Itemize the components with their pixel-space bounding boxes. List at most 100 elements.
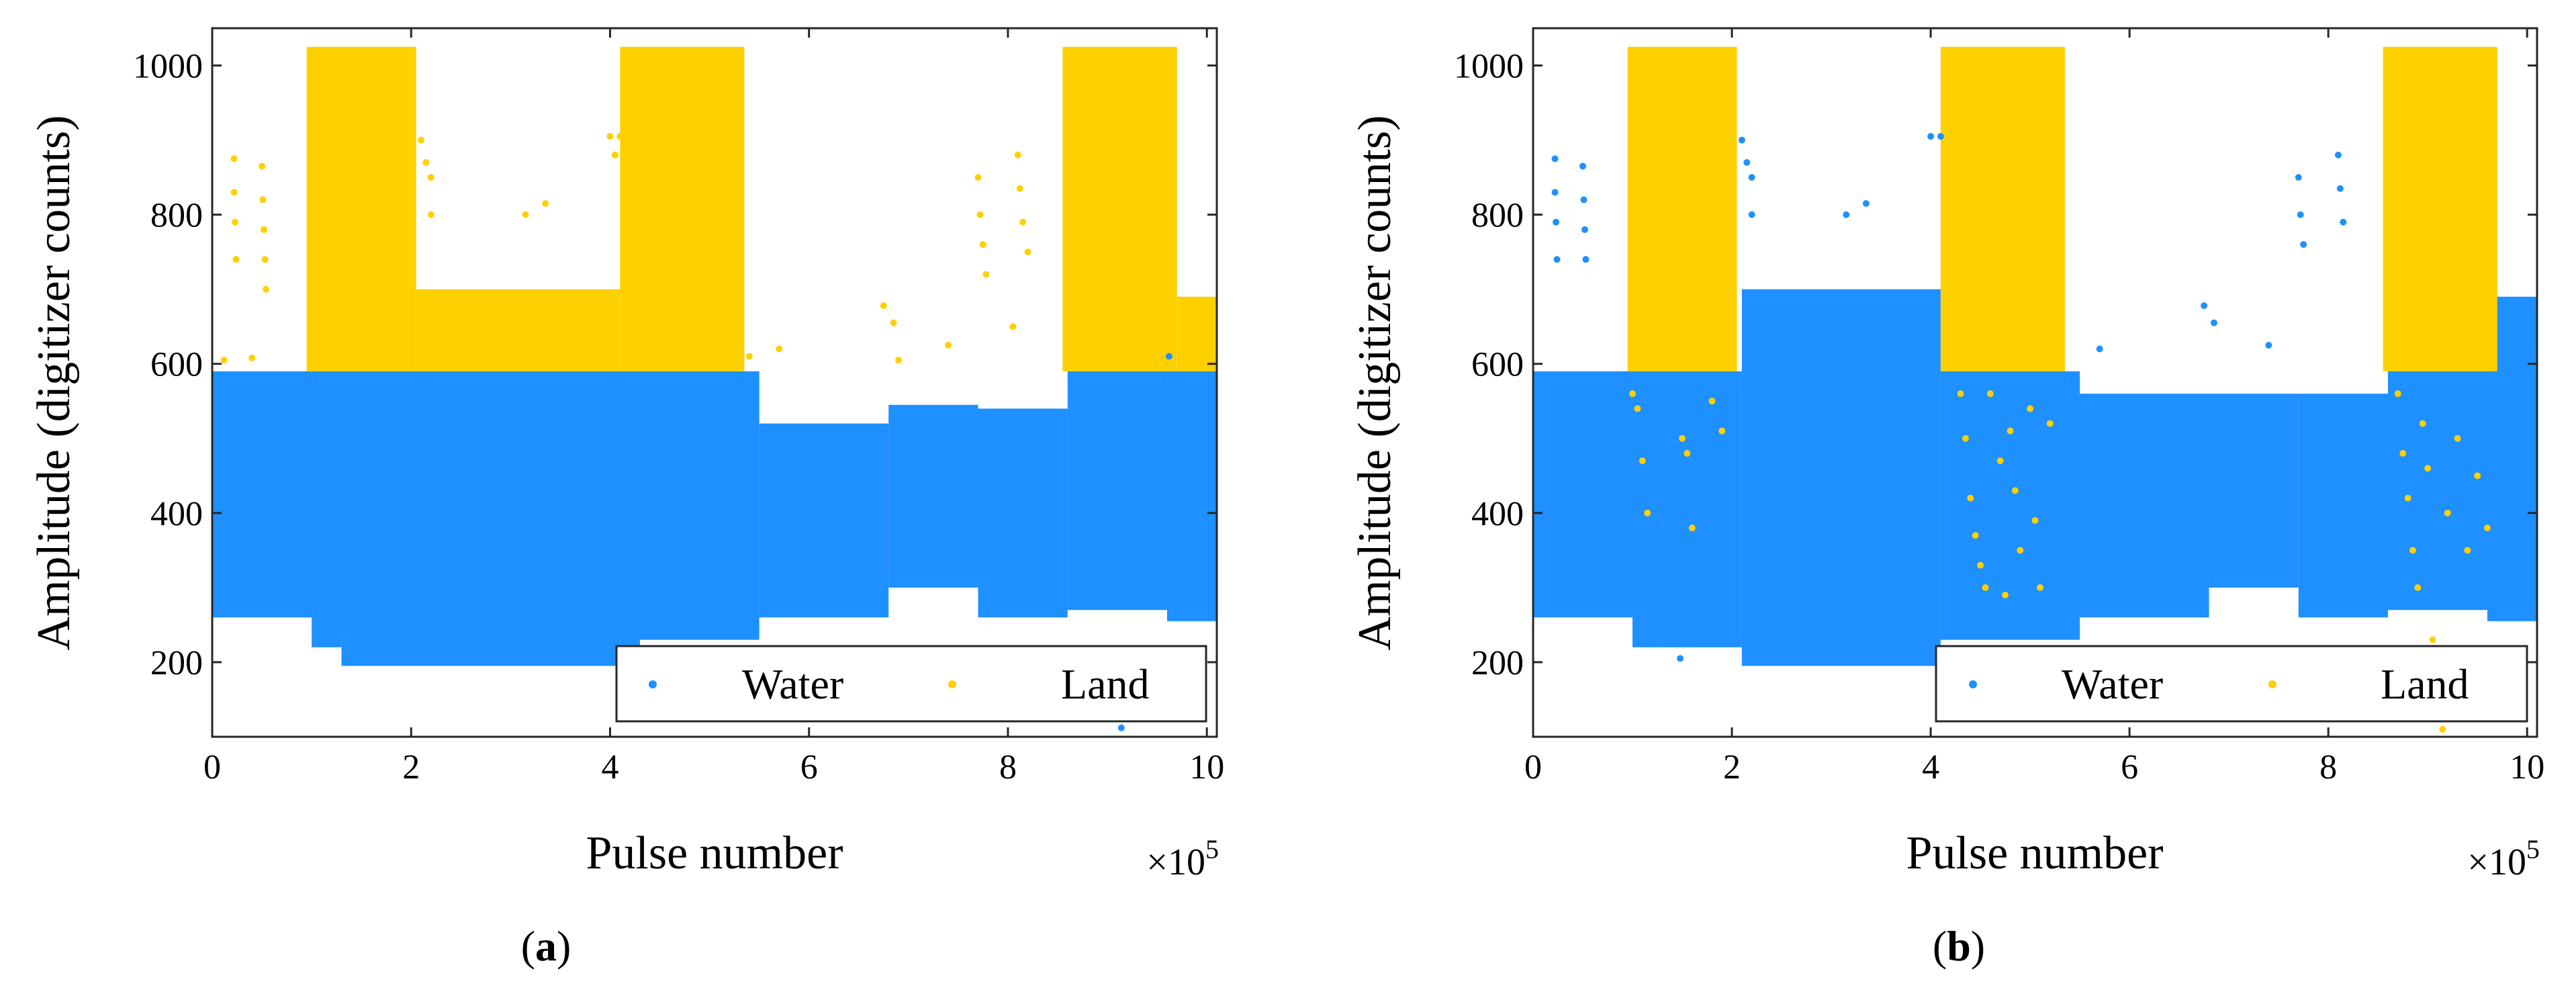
land-point (422, 159, 430, 166)
water-point (1551, 189, 1559, 196)
data-points (1551, 47, 2491, 733)
land-point (2412, 47, 2420, 54)
land-point (2439, 725, 2446, 733)
water-point (2210, 319, 2217, 326)
land-point (427, 174, 434, 181)
multiplier-base: ×10 (2467, 842, 2526, 883)
water-point (2336, 185, 2344, 192)
y-axis-label: Amplitude (digitizer counts) (28, 115, 80, 650)
land-point (2414, 584, 2422, 591)
water-point-cloud (1632, 371, 1663, 647)
legend-water-label: Water (2062, 660, 2163, 708)
land-point-cloud (306, 46, 416, 371)
x-tick-label: 0 (203, 748, 221, 786)
water-point (1843, 211, 1850, 218)
water-point (2201, 302, 2208, 310)
plot-frame (1532, 27, 2538, 738)
land-point (1644, 509, 1651, 516)
land-point (2394, 390, 2401, 398)
land-point (1996, 457, 2004, 465)
water-point (356, 655, 363, 662)
chart-panel-a: 0 2 4 6 8 10 200 400 600 800 1000 Water Land Pulse… (28, 27, 1224, 970)
multiplier-exponent: 5 (1205, 834, 1219, 864)
x-tick-label: 8 (2319, 748, 2337, 786)
land-point (220, 357, 228, 364)
water-point (2265, 341, 2272, 349)
land-point (230, 155, 238, 163)
land-point-cloud (2383, 46, 2497, 371)
water-point (1748, 211, 1755, 218)
land-point (1967, 494, 1974, 502)
plot-area (211, 27, 1218, 738)
land-point (2444, 509, 2451, 516)
legend-land-label: Land (2381, 660, 2469, 708)
legend-water-marker (1969, 680, 1977, 688)
water-point (1582, 256, 1590, 263)
land-point (2399, 450, 2407, 457)
land-point (776, 345, 783, 353)
land-point (1024, 248, 1031, 256)
water-point (212, 379, 219, 386)
land-point (1986, 390, 1994, 398)
x-tick-label: 6 (800, 748, 818, 786)
water-point (1553, 218, 1560, 226)
y-tick-label: 1000 (133, 48, 203, 86)
land-point (606, 133, 614, 140)
y-tick-label: 400 (1471, 495, 1524, 533)
panel-label-letter: b (1947, 922, 1971, 970)
legend-land-marker (2268, 680, 2276, 688)
land-point (1014, 151, 1021, 159)
land-point (1629, 390, 1637, 398)
land-point (890, 319, 897, 326)
legend-water-label: Water (742, 660, 843, 708)
water-point (2096, 345, 2103, 353)
land-point (979, 241, 986, 248)
land-point (1962, 435, 1969, 442)
land-point (2454, 435, 2461, 442)
water-point (2297, 211, 2304, 218)
x-tick-label: 4 (1922, 748, 1939, 786)
y-tick-label: 600 (1471, 346, 1524, 384)
land-point (976, 211, 984, 218)
land-point (1972, 532, 1979, 539)
water-point-cloud (759, 423, 889, 618)
y-tick-label: 1000 (1454, 48, 1524, 86)
land-point (611, 151, 618, 159)
y-tick-label: 200 (1471, 644, 1524, 682)
x-tick-label: 10 (2510, 748, 2544, 786)
land-point (1684, 450, 1691, 457)
water-point (2334, 151, 2342, 159)
x-tick-label: 4 (601, 748, 618, 786)
land-point-cloud (1062, 46, 1177, 371)
water-point (1748, 174, 1755, 181)
land-point (2419, 420, 2426, 427)
legend-box (615, 645, 1207, 723)
land-point (2002, 592, 2009, 598)
water-point (1927, 133, 1935, 140)
land-point (1688, 525, 1696, 532)
water-point-cloud (888, 404, 978, 588)
land-point (2483, 525, 2491, 532)
land-point (1019, 218, 1027, 226)
land-point (232, 256, 240, 263)
land-point (2011, 487, 2019, 494)
legend-water-marker (649, 680, 657, 688)
y-axis-label: Amplitude (digitizer counts) (1349, 115, 1401, 650)
land-point (982, 271, 990, 278)
water-point-cloud (1741, 289, 1941, 666)
land-point (248, 354, 256, 361)
x-tick-label: 2 (402, 748, 420, 786)
plot-frame (211, 27, 1218, 738)
land-point (1729, 345, 1736, 353)
land-point (1708, 398, 1716, 405)
land-point (1718, 427, 1726, 435)
land-point (2017, 547, 2024, 554)
y-tick-label: 200 (150, 644, 203, 682)
legend: Water Land (615, 645, 1207, 723)
land-point (1634, 405, 1641, 412)
land-point (2031, 516, 2039, 524)
water-point-cloud (639, 371, 760, 640)
water-point-cloud (1166, 371, 1217, 621)
x-axis-multiplier: ×105 (1146, 834, 1219, 883)
water-point (2340, 218, 2347, 226)
